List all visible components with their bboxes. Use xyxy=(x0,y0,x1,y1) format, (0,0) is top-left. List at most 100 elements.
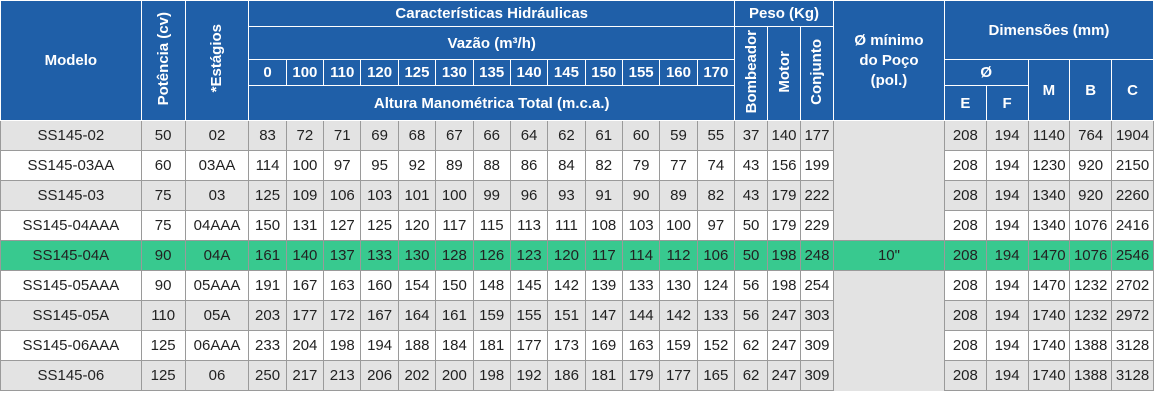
cell-altura: 114 xyxy=(248,150,287,181)
cell-diametro-poco-empty xyxy=(832,270,945,301)
cell-altura: 181 xyxy=(584,360,623,391)
cell-dim-e: 208 xyxy=(943,120,987,151)
cell-dim-f: 194 xyxy=(985,270,1029,301)
cell-altura: 150 xyxy=(435,270,474,301)
cell-altura: 117 xyxy=(584,240,623,271)
cell-dim-b: 1388 xyxy=(1069,360,1113,391)
cell-altura: 64 xyxy=(509,120,549,151)
table-row: SS145-03AA 60 03AA 114 100 97 95 92 89 88 86 84 82 79… xyxy=(0,150,1154,181)
cell-altura: 164 xyxy=(397,300,437,331)
cell-conjunto: 229 xyxy=(800,210,834,241)
header-bombeador-label: Bombeador xyxy=(742,29,760,114)
cell-altura: 139 xyxy=(584,270,623,301)
cell-bombeador: 50 xyxy=(734,240,769,271)
cell-dim-m: 1140 xyxy=(1027,120,1071,151)
cell-bombeador: 43 xyxy=(734,180,769,211)
cell-altura: 125 xyxy=(248,180,287,211)
cell-modelo: SS145-04AAA xyxy=(0,210,142,241)
cell-altura: 203 xyxy=(248,300,287,331)
cell-dim-b: 1076 xyxy=(1069,240,1113,271)
cell-potencia: 50 xyxy=(140,120,186,151)
cell-altura: 106 xyxy=(323,180,362,211)
cell-altura: 89 xyxy=(435,150,474,181)
cell-altura: 145 xyxy=(509,270,549,301)
cell-bombeador: 56 xyxy=(734,300,769,331)
header-bombeador: Bombeador xyxy=(734,26,769,121)
cell-altura: 77 xyxy=(659,150,698,181)
header-flow: 135 xyxy=(472,59,511,86)
cell-conjunto: 248 xyxy=(800,240,834,271)
cell-altura: 142 xyxy=(547,270,586,301)
cell-potencia: 90 xyxy=(140,270,186,301)
cell-dim-b: 920 xyxy=(1069,150,1113,181)
cell-altura: 117 xyxy=(435,210,474,241)
cell-estagios: 02 xyxy=(184,120,250,151)
cell-altura: 161 xyxy=(248,240,287,271)
header-flow: 150 xyxy=(584,59,623,86)
cell-bombeador: 37 xyxy=(734,120,769,151)
cell-motor: 140 xyxy=(767,120,801,151)
cell-altura: 198 xyxy=(472,360,511,391)
cell-dim-e: 208 xyxy=(943,300,987,331)
cell-bombeador: 50 xyxy=(734,210,769,241)
cell-dim-f: 194 xyxy=(985,330,1029,361)
cell-altura: 169 xyxy=(584,330,623,361)
cell-estagios: 05AAA xyxy=(184,270,250,301)
header-flow: 120 xyxy=(360,59,399,86)
cell-dim-m: 1740 xyxy=(1027,330,1071,361)
cell-dim-b: 764 xyxy=(1069,120,1113,151)
header-flow: 100 xyxy=(285,59,325,86)
cell-dim-f: 194 xyxy=(985,360,1029,391)
header-motor-label: Motor xyxy=(775,50,793,93)
header-diametro-poco: Ø mínimo do Poço (pol.) xyxy=(832,0,945,121)
header-flow: 140 xyxy=(509,59,549,86)
cell-altura: 144 xyxy=(621,300,661,331)
cell-dim-c: 2972 xyxy=(1111,300,1154,331)
cell-dim-m: 1740 xyxy=(1027,360,1071,391)
cell-altura: 113 xyxy=(509,210,549,241)
cell-altura: 152 xyxy=(696,330,736,361)
cell-altura: 192 xyxy=(509,360,549,391)
cell-altura: 155 xyxy=(509,300,549,331)
cell-modelo: SS145-06AAA xyxy=(0,330,142,361)
cell-dim-f: 194 xyxy=(985,180,1029,211)
cell-dim-b: 1232 xyxy=(1069,300,1113,331)
cell-altura: 140 xyxy=(285,240,325,271)
cell-dim-e: 208 xyxy=(943,360,987,391)
cell-diametro-poco-empty xyxy=(832,360,945,391)
table-row: SS145-04AAA 75 04AAA 150 131 127 125 120 117 115 1… xyxy=(0,210,1154,241)
cell-altura: 100 xyxy=(659,210,698,241)
header-diametro-label: Ø mínimo do Poço (pol.) xyxy=(854,31,924,89)
cell-altura: 184 xyxy=(435,330,474,361)
header-conjunto-label: Conjunto xyxy=(808,38,826,105)
cell-altura: 194 xyxy=(360,330,399,361)
cell-modelo: SS145-04A xyxy=(0,240,142,271)
cell-altura: 250 xyxy=(248,360,287,391)
table-row: SS145-05A 110 05A 203 177 172 167 164 161 159 155 1… xyxy=(0,300,1154,331)
cell-altura: 133 xyxy=(621,270,661,301)
cell-dim-c: 2150 xyxy=(1111,150,1154,181)
cell-altura: 179 xyxy=(621,360,661,391)
cell-dim-f: 194 xyxy=(985,210,1029,241)
header-c: C xyxy=(1111,59,1154,121)
header-vazao: Vazão (m³/h) xyxy=(248,26,736,60)
header-potencia: Potência (cv) xyxy=(140,0,186,121)
cell-dim-b: 1076 xyxy=(1069,210,1113,241)
cell-altura: 142 xyxy=(659,300,698,331)
cell-dim-e: 208 xyxy=(943,210,987,241)
cell-altura: 147 xyxy=(584,300,623,331)
header-flow: 155 xyxy=(621,59,661,86)
header-modelo: Modelo xyxy=(0,0,142,121)
cell-conjunto: 303 xyxy=(800,300,834,331)
cell-dim-e: 208 xyxy=(943,270,987,301)
cell-altura: 163 xyxy=(323,270,362,301)
cell-motor: 156 xyxy=(767,150,801,181)
header-flow: 125 xyxy=(397,59,437,86)
cell-altura: 198 xyxy=(323,330,362,361)
header-flow: 0 xyxy=(248,59,287,86)
header-flow: 110 xyxy=(323,59,362,86)
cell-potencia: 110 xyxy=(140,300,186,331)
cell-altura: 177 xyxy=(659,360,698,391)
cell-potencia: 75 xyxy=(140,180,186,211)
cell-dim-b: 1388 xyxy=(1069,330,1113,361)
